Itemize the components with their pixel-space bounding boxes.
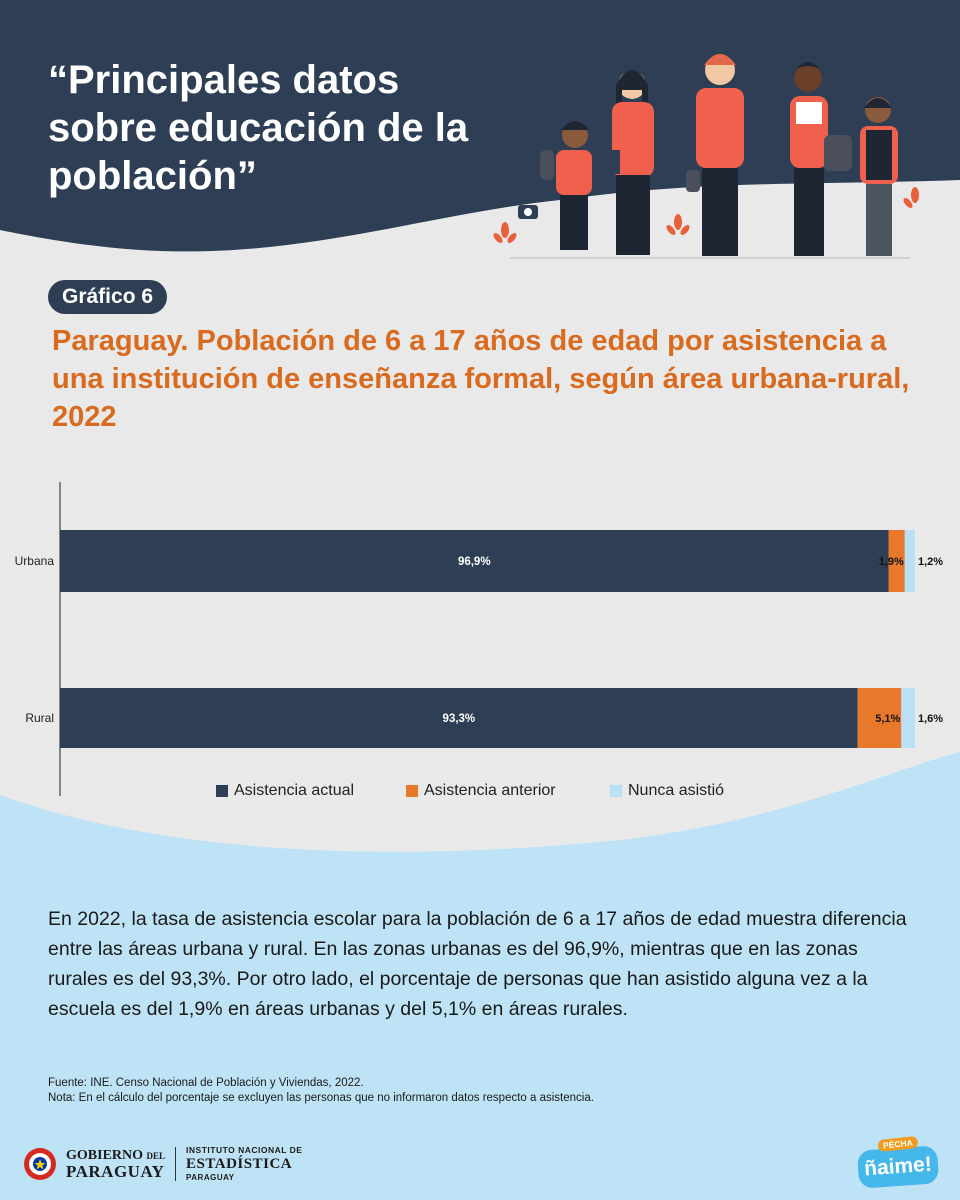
bar-rural-series-1: [857, 688, 902, 748]
stacked-bar-chart: Urbana 96,9% 1,9% 1,2% Rural 93,3% 5,1% 1,6%: [15, 482, 943, 796]
data-label-urbana-series-2: 1,2%: [918, 556, 943, 568]
description-paragraph: En 2022, la tasa de asistencia escolar p…: [48, 908, 907, 1020]
data-label-rural-series-1: 5,1%: [875, 713, 900, 725]
ine-line2: ESTADÍSTICA: [186, 1156, 293, 1172]
ine-line1: INSTITUTO NACIONAL DE: [186, 1145, 303, 1155]
chart-number-badge: Gráfico 6: [48, 280, 168, 314]
legend-swatch: [610, 785, 622, 797]
bar-urbana-series-2: [904, 530, 915, 592]
naime-brand-logo: ñaime! PÉCHA: [856, 1135, 940, 1189]
source-note: Fuente: INE. Censo Nacional de Población…: [48, 1077, 364, 1089]
chart-title: Paraguay. Población de 6 a 17 años de ed…: [52, 325, 910, 433]
bar-urbana-series-0: [60, 530, 889, 592]
bar-rural-series-0: [60, 688, 858, 748]
data-label-rural-series-2: 1,6%: [918, 713, 943, 725]
legend-swatch: [406, 785, 418, 797]
category-label-urbana: Urbana: [15, 554, 55, 568]
category-label-rural: Rural: [25, 711, 54, 725]
legend-label: Asistencia actual: [234, 782, 355, 799]
gov-line1: GOBIERNO: [66, 1148, 144, 1163]
data-label-rural-series-0: 93,3%: [443, 713, 476, 725]
logo-divider: [175, 1147, 177, 1181]
legend-label: Asistencia anterior: [424, 782, 556, 799]
students-illustration: [493, 54, 919, 259]
legend-swatch: [216, 785, 228, 797]
chart-legend: Asistencia actual Asistencia anterior Nu…: [0, 782, 960, 802]
notes: Fuente: INE. Censo Nacional de Población…: [48, 1076, 928, 1106]
gobierno-logo-text: GOBIERNO DEL PARAGUAY: [66, 1148, 165, 1180]
ine-line3: PARAGUAY: [186, 1173, 235, 1182]
bar-urbana-series-1: [888, 530, 905, 592]
legend-item-nunca-asistio: Nunca asistió: [610, 782, 724, 800]
method-note: Nota: En el cálculo del porcentaje se ex…: [48, 1092, 594, 1104]
gov-line2: PARAGUAY: [66, 1162, 165, 1181]
footer-logos: GOBIERNO DEL PARAGUAY INSTITUTO NACIONAL…: [22, 1142, 302, 1186]
paraguay-seal-icon: [24, 1148, 56, 1180]
bar-rural-series-2: [901, 688, 915, 748]
bottom-band: [0, 752, 960, 1200]
ine-logo-text: INSTITUTO NACIONAL DE ESTADÍSTICA PARAGU…: [186, 1143, 302, 1185]
header-title: “Principales datos sobre educación de la…: [48, 58, 469, 198]
naime-main-text: ñaime!: [856, 1145, 940, 1189]
gov-del: DEL: [146, 1151, 166, 1161]
legend-item-asistencia-anterior: Asistencia anterior: [406, 782, 556, 800]
legend-item-asistencia-actual: Asistencia actual: [216, 782, 354, 800]
data-label-urbana-series-0: 96,9%: [458, 556, 491, 568]
data-label-urbana-series-1: 1,9%: [879, 556, 904, 568]
legend-label: Nunca asistió: [628, 782, 725, 799]
